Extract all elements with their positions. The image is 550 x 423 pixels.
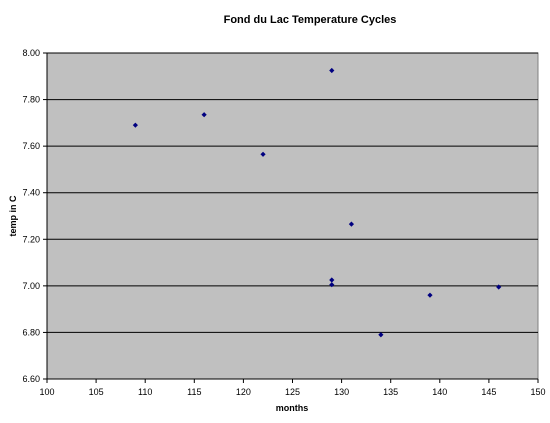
chart-title: Fond du Lac Temperature Cycles <box>224 14 397 26</box>
x-tick-label: 145 <box>481 387 496 397</box>
y-tick-label: 7.40 <box>22 188 40 198</box>
x-tick-label: 150 <box>530 387 545 397</box>
x-tick-label: 140 <box>432 387 447 397</box>
plot-area <box>46 52 539 380</box>
x-tick-label: 110 <box>138 387 152 397</box>
data-point <box>260 151 266 157</box>
x-tick-label: 115 <box>187 387 201 397</box>
x-axis-label: months <box>276 403 309 413</box>
data-point <box>132 122 138 128</box>
y-tick-label: 7.20 <box>22 234 40 244</box>
data-points <box>132 67 502 338</box>
data-point <box>329 67 335 74</box>
x-tick-label: 125 <box>285 387 300 397</box>
y-axis-label: temp in C <box>8 195 18 237</box>
x-tick-label: 135 <box>383 387 398 397</box>
data-point <box>427 292 433 298</box>
x-tick-label: 120 <box>236 387 251 397</box>
x-tick-label: 105 <box>89 387 104 397</box>
data-point <box>496 284 502 290</box>
data-point <box>329 277 335 283</box>
data-point <box>378 332 384 338</box>
x-tick-label: 130 <box>334 387 349 397</box>
y-axis-ticks: 6.60 6.80 7.00 7.20 7.40 7.60 7.80 8.00 <box>22 48 47 384</box>
y-tick-label: 6.80 <box>22 327 40 337</box>
y-tick-label: 7.60 <box>22 141 40 151</box>
data-point <box>329 282 335 288</box>
y-tick-label: 8.00 <box>22 48 40 58</box>
data-point <box>201 112 207 118</box>
y-tick-label: 7.00 <box>22 281 40 291</box>
x-tick-label: 100 <box>39 387 54 397</box>
y-tick-label: 7.80 <box>22 95 40 105</box>
grid-lines <box>47 52 538 333</box>
x-axis-ticks: 100 105 110 115 120 125 130 135 140 145 150 <box>39 379 546 397</box>
y-tick-label: 6.60 <box>22 374 40 384</box>
data-point <box>348 221 355 227</box>
